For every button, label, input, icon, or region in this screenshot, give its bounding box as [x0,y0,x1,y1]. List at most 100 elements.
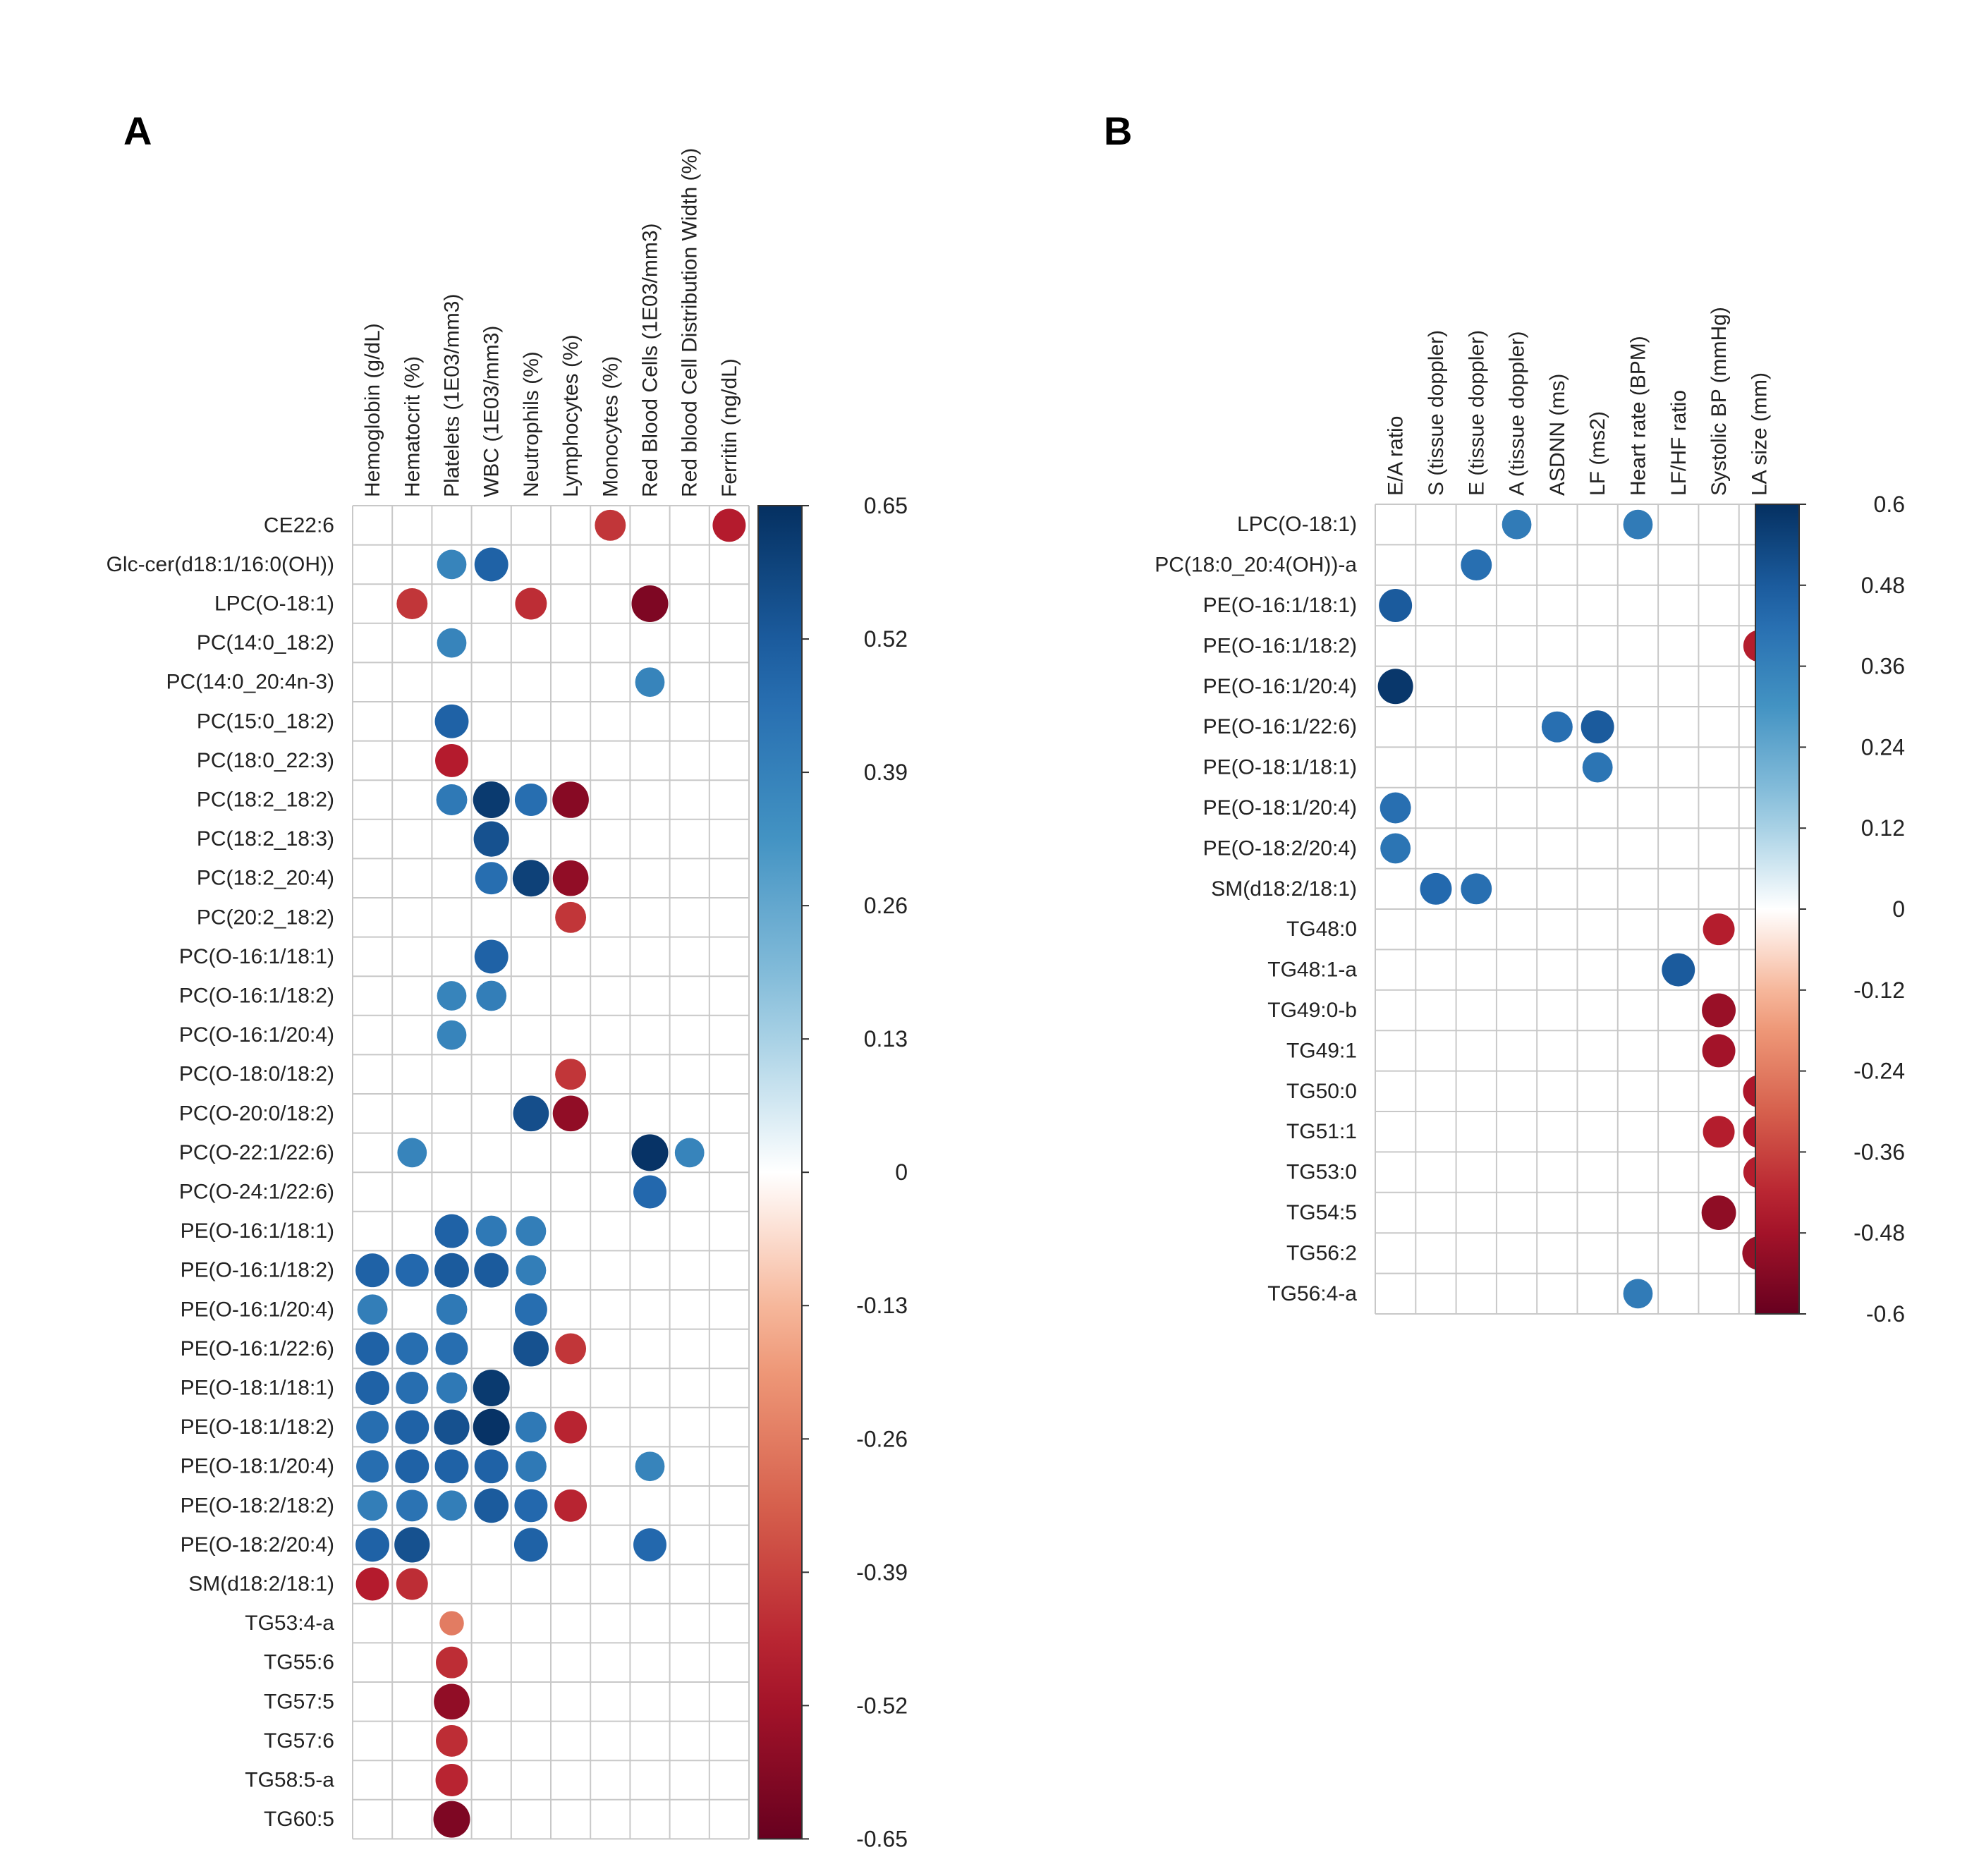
row-label: PC(O-16:1/20:4) [179,1023,334,1047]
colorbar-tick-label: -0.13 [856,1293,908,1318]
correlation-circle [513,1095,549,1132]
correlation-circle [355,1332,390,1366]
correlation-circle [437,628,467,658]
correlation-circle [436,1646,468,1679]
row-label: TG48:1-a [1267,958,1357,982]
column-label: Hematocrit (%) [401,356,424,497]
column-label: S (tissue doppler) [1425,330,1448,496]
colorbar-tick-label: -0.65 [856,1826,908,1851]
correlation-circle [1380,792,1411,824]
correlation-circle [437,981,467,1011]
correlation-circle [436,784,468,815]
correlation-circle [475,862,508,895]
correlation-circle [515,1451,547,1482]
column-label: Heart rate (BPM) [1626,336,1650,496]
row-label: PE(O-18:2/20:4) [1203,836,1357,860]
colorbar-tick-label: 0.36 [1861,654,1905,679]
correlation-circle [1581,710,1614,744]
correlation-circle [1662,953,1695,987]
colorbar-tick-label: -0.24 [1853,1059,1905,1084]
colorbar-tick-label: 0.48 [1861,573,1905,598]
correlation-circle [357,1490,388,1521]
row-label: TG51:1 [1286,1120,1357,1143]
row-label: PE(O-18:1/18:1) [1203,756,1357,779]
row-label: TG54:5 [1286,1201,1357,1224]
column-label: A (tissue doppler) [1506,331,1529,496]
column-label: Lymphocytes (%) [559,334,583,497]
row-label: TG50:0 [1286,1080,1357,1103]
row-label: TG57:5 [264,1690,334,1713]
colorbar-tick-label: 0 [1892,896,1905,922]
colorbar-tick-label: 0.39 [864,760,908,785]
correlation-circle [355,1567,389,1601]
correlation-circle [473,1408,510,1446]
column-label: Systolic BP (mmHg) [1707,307,1731,496]
correlation-circle [555,901,587,933]
correlation-circle [473,1370,510,1406]
correlation-circle [474,1488,509,1523]
correlation-circle [552,860,589,896]
correlation-circle [356,1450,389,1483]
column-label: Monocytes (%) [599,356,622,497]
row-label: PE(O-16:1/22:6) [181,1337,334,1360]
colorbar-tick-label: 0.52 [864,626,908,652]
row-label: LPC(O-18:1) [1237,513,1357,536]
correlation-circle [395,1449,430,1484]
correlation-circle [514,1489,548,1523]
column-label: Neutrophils (%) [520,351,543,497]
row-label: PC(O-16:1/18:1) [179,945,334,968]
correlation-circle [397,1138,427,1168]
panel-a-corrplot: A CE22:6 Glc-cer(d18:1/16:0(OH)) LPC(O-18:1… [106,109,908,1851]
correlation-circle [474,1253,509,1288]
correlation-circle [1461,873,1492,905]
row-label: PE(O-16:1/18:2) [1203,634,1357,657]
correlation-circle [474,547,509,582]
row-label: PE(O-16:1/18:2) [181,1259,334,1282]
row-label: TG49:0-b [1267,999,1357,1022]
row-label: SM(d18:2/18:1) [1211,877,1357,901]
correlation-circle [355,1371,390,1405]
correlation-circle [1377,669,1413,705]
correlation-circle [635,1451,665,1482]
correlation-circle [433,1801,470,1838]
column-label: Platelets (1E03/mm3) [441,294,464,497]
row-label: PE(O-16:1/22:6) [1203,715,1357,738]
correlation-circle [434,1409,470,1445]
correlation-circle [434,1683,470,1720]
correlation-circle [434,1253,469,1288]
column-label: Hemoglobin (g/dL) [361,323,384,497]
correlation-circle [513,1331,549,1367]
colorbar-tick-label: -0.36 [1853,1139,1905,1164]
row-label: PE(O-16:1/20:4) [181,1298,334,1321]
row-label: PC(O-18:0/18:2) [179,1063,334,1086]
correlation-circle [435,1332,468,1365]
grid [1375,504,1780,1315]
correlation-circle [1379,589,1413,622]
correlation-circle [1703,1116,1735,1148]
row-label: PC(18:2_18:2) [197,788,334,812]
correlation-circle [437,1490,467,1521]
correlation-circle [554,1489,587,1522]
correlation-circle [436,1724,468,1757]
correlation-circle [595,509,626,541]
row-label: PC(O-24:1/22:6) [179,1181,334,1204]
correlation-circle [395,1410,430,1444]
column-label: WBC (1E03/mm3) [480,326,504,497]
row-label: PE(O-16:1/18:1) [181,1219,334,1243]
row-label: PC(14:0_18:2) [197,631,334,654]
correlation-circle [357,1294,388,1325]
correlation-circle [514,784,547,816]
row-label: TG49:1 [1286,1039,1357,1062]
colorbar-tick-label: -0.6 [1866,1301,1905,1327]
colorbar-tick-label: 0.26 [864,893,908,918]
correlation-circle [674,1138,705,1168]
row-label: PE(O-18:1/18:2) [181,1415,334,1439]
row-label: LPC(O-18:1) [214,592,334,616]
panel-label: B [1104,109,1132,153]
column-label: ASDNN (ms) [1546,374,1569,496]
row-label: PC(18:0_22:3) [197,749,334,772]
correlation-circle [512,860,549,897]
correlation-circle [396,1372,429,1404]
correlation-circle [513,1528,548,1562]
